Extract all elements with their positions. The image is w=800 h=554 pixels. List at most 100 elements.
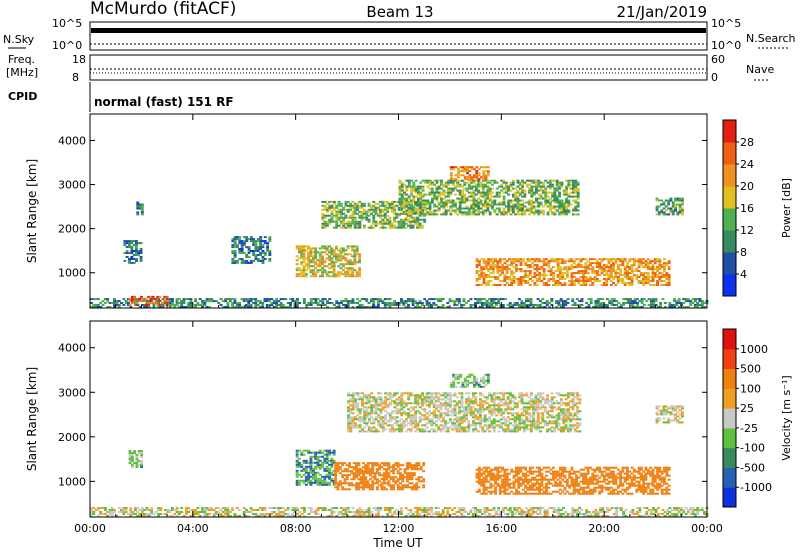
echo-cell	[419, 193, 423, 196]
echo-cell	[371, 476, 375, 479]
echo-cell	[502, 191, 506, 194]
echo-cell	[298, 473, 301, 476]
echo-cell	[531, 276, 535, 278]
echo-cell	[491, 201, 494, 204]
echo-cell	[184, 298, 188, 301]
echo-cell	[532, 201, 536, 204]
echo-cell	[156, 295, 160, 298]
echo-cell	[555, 199, 559, 202]
echo-cell	[490, 300, 494, 303]
echo-cell	[314, 455, 318, 458]
echo-cell	[346, 200, 350, 203]
echo-cell	[390, 200, 394, 203]
echo-cell	[339, 249, 343, 252]
echo-cell	[421, 179, 425, 182]
echo-cell	[325, 481, 329, 484]
echo-cell	[254, 258, 258, 260]
echo-cell	[607, 268, 611, 271]
echo-cell	[437, 414, 441, 417]
echo-cell	[572, 195, 575, 198]
echo-cell	[328, 453, 331, 456]
echo-cell	[341, 255, 345, 258]
echo-cell	[585, 302, 588, 304]
echo-cell	[617, 306, 621, 308]
echo-cell	[470, 205, 474, 208]
echo-cell	[419, 211, 423, 214]
echo-cell	[467, 209, 471, 212]
echo-cell	[385, 482, 388, 485]
echo-cell	[545, 274, 548, 277]
echo-cell	[432, 414, 436, 417]
echo-cell	[426, 181, 430, 184]
echo-cell	[501, 270, 504, 273]
echo-cell	[130, 299, 134, 302]
echo-cell	[395, 214, 399, 217]
echo-cell	[572, 207, 575, 210]
echo-cell	[365, 212, 369, 215]
echo-cell	[402, 222, 406, 225]
echo-cell	[647, 298, 651, 301]
echo-cell	[129, 306, 133, 308]
echo-cell	[437, 187, 441, 190]
echo-cell	[474, 205, 478, 208]
echo-cell	[404, 306, 408, 308]
echo-cell	[446, 302, 450, 304]
echo-cell	[383, 212, 387, 215]
echo-cell	[490, 426, 494, 429]
echo-cell	[326, 300, 329, 303]
echo-cell	[252, 259, 256, 262]
echo-cell	[553, 199, 557, 202]
echo-cell	[351, 204, 355, 207]
echo-cell	[379, 298, 383, 301]
echo-cell	[660, 203, 664, 206]
echo-cell	[535, 264, 539, 267]
echo-cell	[603, 304, 607, 306]
echo-cell	[358, 206, 362, 209]
echo-cell	[479, 400, 482, 403]
nave-label: Nave	[746, 63, 774, 76]
echo-cell	[371, 464, 375, 467]
echo-cell	[504, 428, 508, 431]
echo-cell	[451, 428, 455, 431]
echo-cell	[432, 416, 436, 419]
echo-cell	[677, 300, 681, 303]
echo-cell	[446, 398, 450, 401]
echo-cell	[481, 187, 485, 190]
echo-cell	[537, 205, 541, 208]
echo-cell	[495, 396, 499, 399]
echo-cell	[527, 306, 531, 308]
echo-cell	[314, 457, 318, 460]
echo-cell	[346, 245, 350, 248]
echo-cell	[353, 212, 357, 215]
echo-cell	[475, 176, 479, 179]
echo-cell	[467, 183, 471, 186]
echo-cell	[595, 274, 599, 277]
echo-cell	[532, 191, 536, 194]
echo-cell	[416, 422, 420, 425]
echo-cell	[519, 258, 523, 261]
echo-cell	[395, 304, 399, 306]
echo-cell	[351, 214, 355, 217]
echo-cell	[238, 304, 241, 306]
echo-cell	[366, 486, 370, 489]
echo-cell	[441, 416, 445, 419]
echo-cell	[580, 298, 584, 301]
echo-cell	[663, 262, 666, 265]
echo-cell	[421, 189, 425, 192]
echo-cell	[580, 304, 584, 306]
echo-cell	[444, 396, 448, 399]
echo-cell	[472, 406, 475, 409]
echo-cell	[667, 268, 671, 271]
echo-cell	[498, 211, 501, 214]
echo-cell	[465, 189, 469, 192]
echo-cell	[444, 191, 448, 194]
echo-cell	[335, 224, 339, 227]
echo-cell	[528, 199, 531, 202]
echo-cell	[631, 304, 635, 306]
echo-cell	[375, 470, 379, 473]
echo-cell	[343, 474, 347, 477]
echo-cell	[446, 404, 450, 407]
echo-cell	[325, 247, 329, 250]
echo-cell	[691, 302, 695, 304]
echo-cell	[477, 179, 481, 182]
